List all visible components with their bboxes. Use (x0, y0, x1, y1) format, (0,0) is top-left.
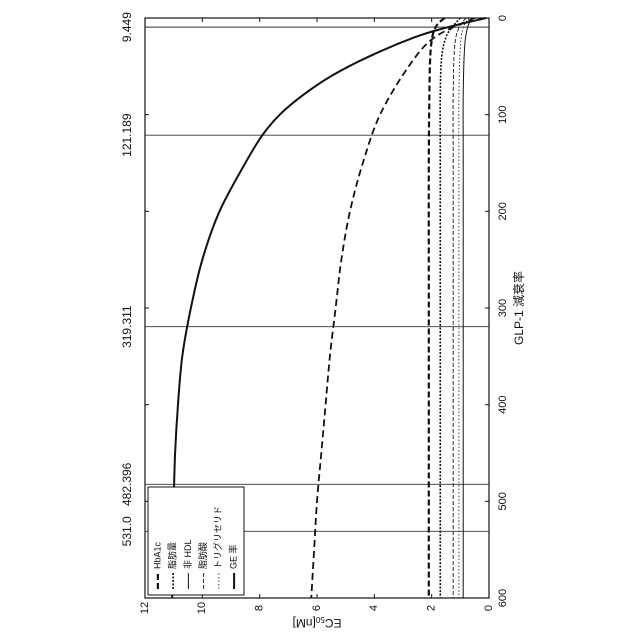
x-tick-label: 0 (497, 15, 509, 21)
marker-label: 319.311 (120, 305, 134, 348)
marker-label: 9.449 (120, 12, 134, 42)
y-tick-label: 4 (368, 605, 380, 611)
legend-label: 脂肪酸 (197, 542, 208, 569)
x-tick-label: 400 (497, 395, 509, 413)
y-tick-label: 0 (483, 605, 495, 611)
x-tick-label: 200 (497, 202, 509, 220)
legend-box (148, 487, 244, 595)
legend-label: 脂肪量 (167, 542, 178, 569)
y-tick-label: 8 (254, 605, 266, 611)
marker-label: 531.0 (120, 516, 134, 546)
x-tick-label: 600 (497, 589, 509, 607)
x-axis-label: GLP-1 減衰率 (511, 271, 526, 345)
legend-label: HbA1c (152, 541, 162, 569)
y-tick-label: 12 (139, 602, 151, 614)
marker-label: 121.189 (120, 113, 134, 157)
marker-label: 482.396 (120, 462, 134, 506)
legend-label: 非 HDL (182, 539, 193, 569)
legend-label: GE 率 (227, 544, 238, 569)
y-axis-label-unit: [nM] (293, 616, 316, 630)
y-tick-label: 10 (196, 602, 208, 614)
y-axis-label-main: EC (324, 616, 341, 630)
x-tick-label: 300 (497, 299, 509, 317)
x-tick-label: 500 (497, 492, 509, 510)
y-tick-label: 2 (426, 605, 438, 611)
legend-label: トリグリセリド (212, 506, 223, 569)
x-tick-label: 100 (497, 105, 509, 123)
y-tick-label: 6 (311, 605, 323, 611)
legend: HbA1c 脂肪量非 HDL 脂肪酸トリグリセリド GE 率 (148, 487, 244, 595)
